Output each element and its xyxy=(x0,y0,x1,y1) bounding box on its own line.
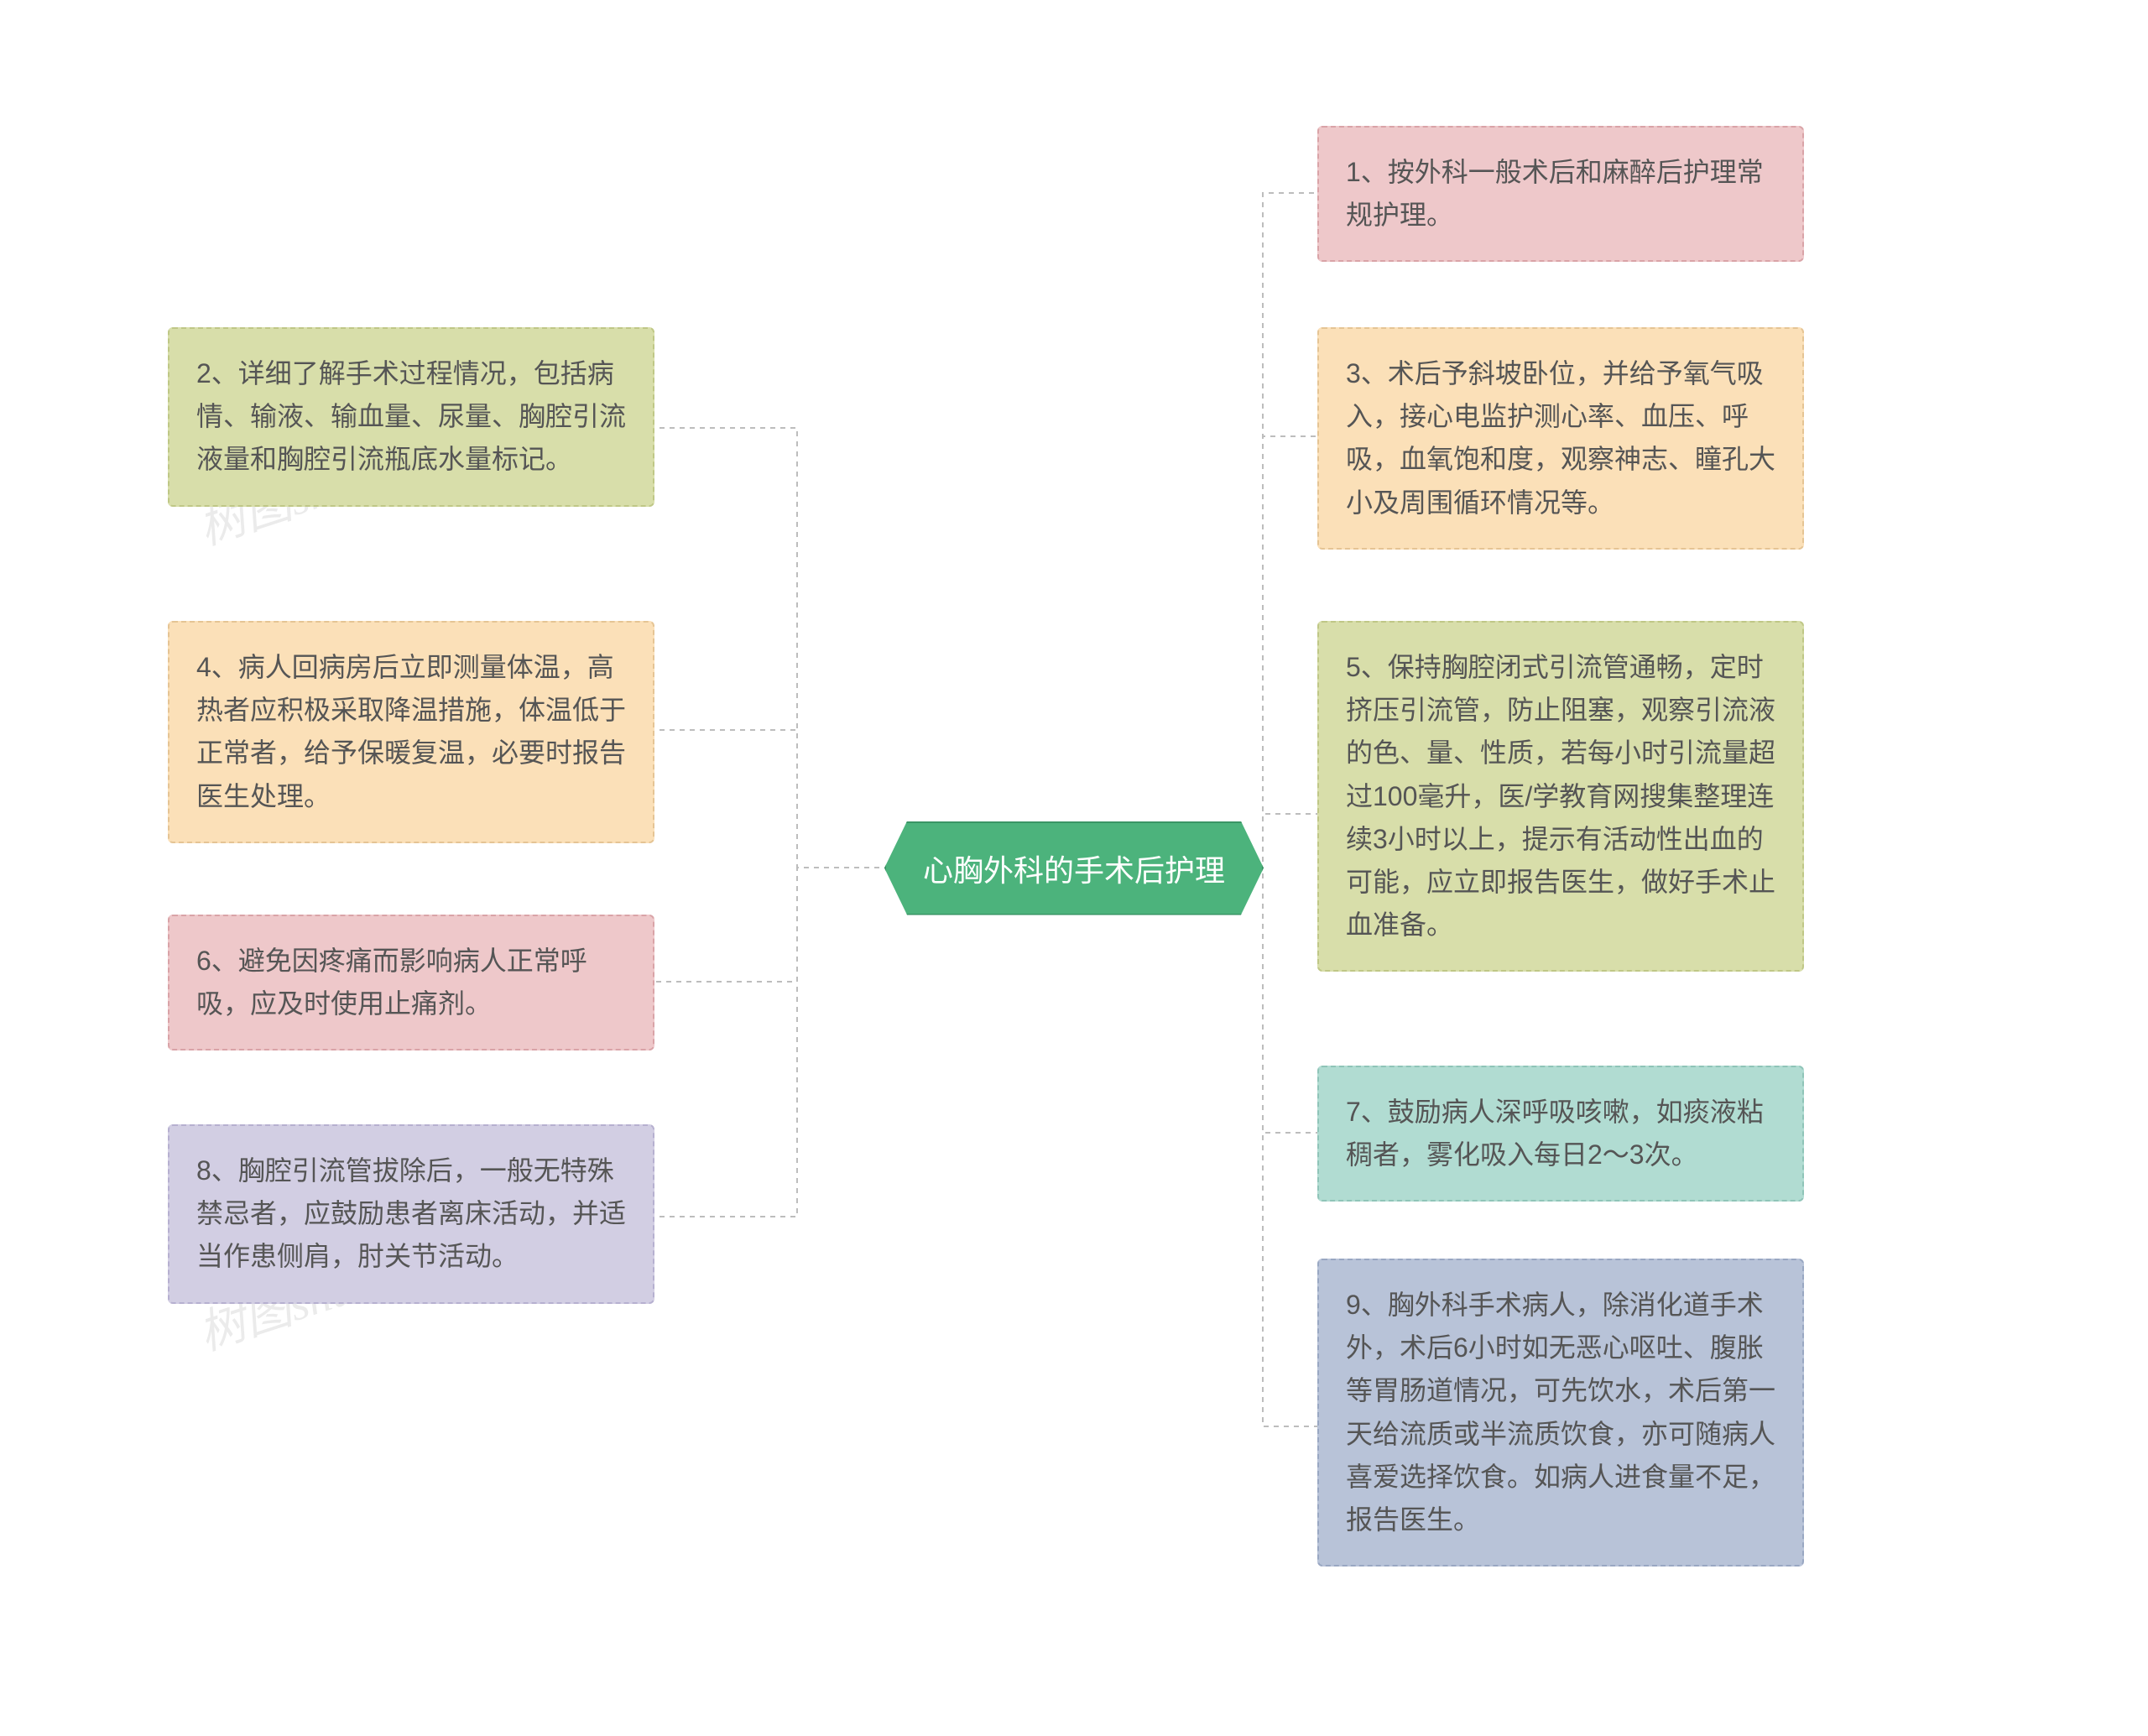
connector-n1 xyxy=(1259,193,1317,868)
connector-n2 xyxy=(654,428,889,868)
connector-n8 xyxy=(654,868,889,1217)
branch-n5: 5、保持胸腔闭式引流管通畅，定时挤压引流管，防止阻塞，观察引流液的色、量、性质，… xyxy=(1317,621,1804,972)
branch-n9: 9、胸外科手术病人，除消化道手术外，术后6小时如无恶心呕吐、腹胀等胃肠道情况，可… xyxy=(1317,1259,1804,1567)
connector-n5 xyxy=(1259,814,1317,868)
branch-n8: 8、胸腔引流管拔除后，一般无特殊禁忌者，应鼓励患者离床活动，并适当作患侧肩，肘关… xyxy=(168,1124,654,1304)
connector-n7 xyxy=(1259,868,1317,1133)
branch-n6: 6、避免因疼痛而影响病人正常呼吸，应及时使用止痛剂。 xyxy=(168,915,654,1050)
connector-n4 xyxy=(654,730,889,868)
branch-n2: 2、详细了解手术过程情况，包括病情、输液、输血量、尿量、胸腔引流液量和胸腔引流瓶… xyxy=(168,327,654,507)
center-node: 心胸外科的手术后护理 xyxy=(884,821,1264,915)
branch-n3: 3、术后予斜坡卧位，并给予氧气吸入，接心电监护测心率、血压、呼吸，血氧饱和度，观… xyxy=(1317,327,1804,550)
connector-n9 xyxy=(1259,868,1317,1426)
connector-n6 xyxy=(654,868,889,982)
branch-n1: 1、按外科一般术后和麻醉后护理常规护理。 xyxy=(1317,126,1804,262)
connector-n3 xyxy=(1259,436,1317,868)
branch-n7: 7、鼓励病人深呼吸咳嗽，如痰液粘稠者，雾化吸入每日2～3次。 xyxy=(1317,1066,1804,1202)
mindmap-canvas: 心胸外科的手术后护理 1、按外科一般术后和麻醉后护理常规护理。 2、详细了解手术过… xyxy=(0,0,2148,1736)
branch-n4: 4、病人回病房后立即测量体温，高热者应积极采取降温措施，体温低于正常者，给予保暖… xyxy=(168,621,654,843)
